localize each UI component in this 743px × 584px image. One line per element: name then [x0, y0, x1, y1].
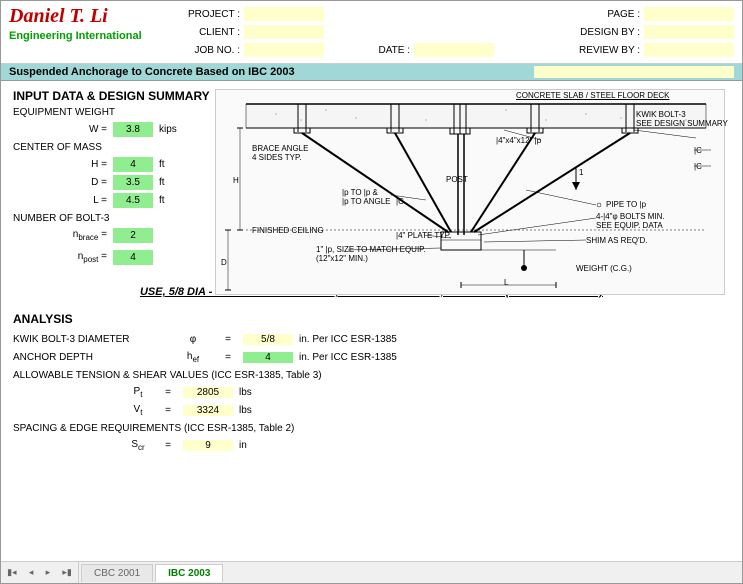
dl-pipe: PIPE TO |p — [606, 200, 646, 209]
dl-4x4: |4"x4"x12" |p — [496, 136, 541, 145]
a-line1: ALLOWABLE TENSION & SHEAR VALUES (ICC ES… — [13, 370, 730, 381]
a-diam-val[interactable]: 5/8 — [243, 334, 293, 345]
L-label: L = — [53, 195, 113, 206]
a-diam-eq: = — [213, 334, 243, 345]
npost-input[interactable]: 4 — [113, 250, 153, 265]
page-input[interactable] — [644, 7, 734, 21]
a-Vt-val: 3324 — [183, 405, 233, 416]
logo: Daniel T. Li Engineering International — [9, 5, 174, 59]
project-input[interactable] — [244, 7, 324, 21]
dl-weight: WEIGHT (C.G.) — [576, 264, 632, 273]
content-area: INPUT DATA & DESIGN SUMMARY EQUIPMENT WE… — [1, 81, 742, 462]
dl-D: D — [221, 258, 227, 267]
dl-kwik: KWIK BOLT-3 SEE DESIGN SUMMARY — [636, 110, 728, 128]
a-diam-unit: in. Per ICC ESR-1385 — [293, 334, 397, 345]
a-Pt-sym: Pt — [123, 386, 153, 399]
a-depth-sym: hef — [173, 351, 213, 364]
a-Scr-unit: in — [233, 440, 247, 451]
header-right: PAGE : DESIGN BY : REVIEW BY : — [554, 5, 734, 59]
header-bar: Daniel T. Li Engineering International P… — [1, 1, 742, 64]
a-diam-label: KWIK BOLT-3 DIAMETER — [13, 334, 173, 345]
dl-slab: CONCRETE SLAB / STEEL FLOOR DECK — [516, 91, 670, 100]
D-input[interactable]: 3.5 — [113, 175, 153, 190]
W-label: W = — [53, 124, 113, 135]
dl-brace: BRACE ANGLE 4 SIDES TYP. — [252, 144, 308, 162]
a-Scr-val: 9 — [183, 440, 233, 451]
W-input[interactable]: 3.8 — [113, 122, 153, 137]
a-Pt-eq: = — [153, 387, 183, 398]
a-depth-eq: = — [213, 352, 243, 363]
prev-icon[interactable]: ◂ — [29, 567, 34, 578]
a-depth-unit: in. Per ICC ESR-1385 — [293, 352, 397, 363]
project-label: PROJECT : — [174, 9, 244, 20]
dl-1: 1 — [579, 168, 583, 177]
design-label: DESIGN BY : — [554, 27, 644, 38]
page-label: PAGE : — [554, 9, 644, 20]
date-label: DATE : — [364, 45, 414, 56]
H-label: H = — [53, 159, 113, 170]
title-bar-yellow — [534, 66, 734, 78]
tab-nav-controls[interactable]: ▮◂ ◂ ▸ ▸▮ — [1, 561, 79, 583]
L-input[interactable]: 4.5 — [113, 193, 153, 208]
a-Pt-unit: lbs — [233, 387, 252, 398]
logo-name: Daniel T. Li — [9, 5, 174, 28]
jobno-input[interactable] — [244, 43, 324, 57]
logo-subtitle: Engineering International — [9, 30, 174, 42]
a-Vt-eq: = — [153, 405, 183, 416]
dl-C1: |C — [396, 197, 404, 206]
a-Vt-unit: lbs — [233, 405, 252, 416]
a-Vt-sym: Vt — [123, 404, 153, 417]
header-mid: PROJECT : CLIENT : JOB NO. : DATE : — [174, 5, 554, 59]
a-line2: SPACING & EDGE REQUIREMENTS (ICC ESR-138… — [13, 423, 730, 434]
diagram: CONCRETE SLAB / STEEL FLOOR DECK KWIK BO… — [215, 89, 725, 295]
a-diam-sym: φ — [173, 334, 213, 345]
jobno-label: JOB NO. : — [174, 45, 244, 56]
client-label: CLIENT : — [174, 27, 244, 38]
title-text: Suspended Anchorage to Concrete Based on… — [9, 66, 295, 78]
title-bar: Suspended Anchorage to Concrete Based on… — [1, 64, 742, 81]
L-unit: ft — [153, 195, 165, 206]
nbrace-input[interactable]: 2 — [113, 228, 153, 243]
dl-L: L — [504, 278, 508, 287]
dl-plate: |4" PLATE TYP. — [396, 231, 451, 240]
dl-ptop: |p TO |p & |p TO ANGLE — [342, 188, 390, 206]
D-label: D = — [53, 177, 113, 188]
date-input[interactable] — [414, 43, 494, 57]
dl-H: H — [233, 176, 239, 185]
dl-C2: |C — [694, 146, 702, 155]
next-icon[interactable]: ▸ — [46, 567, 51, 578]
dl-post: POST — [446, 175, 468, 184]
a-depth-val[interactable]: 4 — [243, 352, 293, 363]
a-row-depth: ANCHOR DEPTH hef = 4 in. Per ICC ESR-138… — [13, 348, 730, 366]
a-Scr-sym: Scr — [123, 439, 153, 452]
design-input[interactable] — [644, 25, 734, 39]
H-input[interactable]: 4 — [113, 157, 153, 172]
dl-shim: SHIM AS REQ'D. — [586, 236, 648, 245]
review-input[interactable] — [644, 43, 734, 57]
client-input[interactable] — [244, 25, 324, 39]
a-row-Scr: Scr = 9 in — [13, 436, 730, 454]
tab-cbc2001[interactable]: CBC 2001 — [81, 564, 153, 582]
dl-C3: |C — [694, 162, 702, 171]
a-Scr-eq: = — [153, 440, 183, 451]
a-Pt-val: 2805 — [183, 387, 233, 398]
npost-label: npost = — [53, 251, 113, 264]
a-row-Pt: Pt = 2805 lbs — [13, 383, 730, 401]
H-unit: ft — [153, 159, 165, 170]
tab-ibc2003[interactable]: IBC 2003 — [155, 564, 223, 582]
sheet-tabs: ▮◂ ◂ ▸ ▸▮ CBC 2001 IBC 2003 — [1, 561, 742, 583]
a-row-Vt: Vt = 3324 lbs — [13, 401, 730, 419]
a-row-diameter: KWIK BOLT-3 DIAMETER φ = 5/8 in. Per ICC… — [13, 330, 730, 348]
a-depth-label: ANCHOR DEPTH — [13, 352, 173, 363]
first-icon[interactable]: ▮◂ — [7, 567, 16, 578]
D-unit: ft — [153, 177, 165, 188]
W-unit: kips — [153, 124, 177, 135]
review-label: REVIEW BY : — [554, 45, 644, 56]
analysis-heading: ANALYSIS — [13, 312, 730, 326]
dl-bolts: 4-|4"φ BOLTS MIN. SEE EQUIP. DATA — [596, 212, 665, 230]
dl-ceiling: FINISHED CEILING — [252, 226, 324, 235]
nbrace-label: nbrace = — [53, 229, 113, 242]
dl-1p: 1" |p, SIZE TO MATCH EQUIP. (12"x12" MIN… — [316, 245, 426, 263]
last-icon[interactable]: ▸▮ — [62, 567, 71, 578]
